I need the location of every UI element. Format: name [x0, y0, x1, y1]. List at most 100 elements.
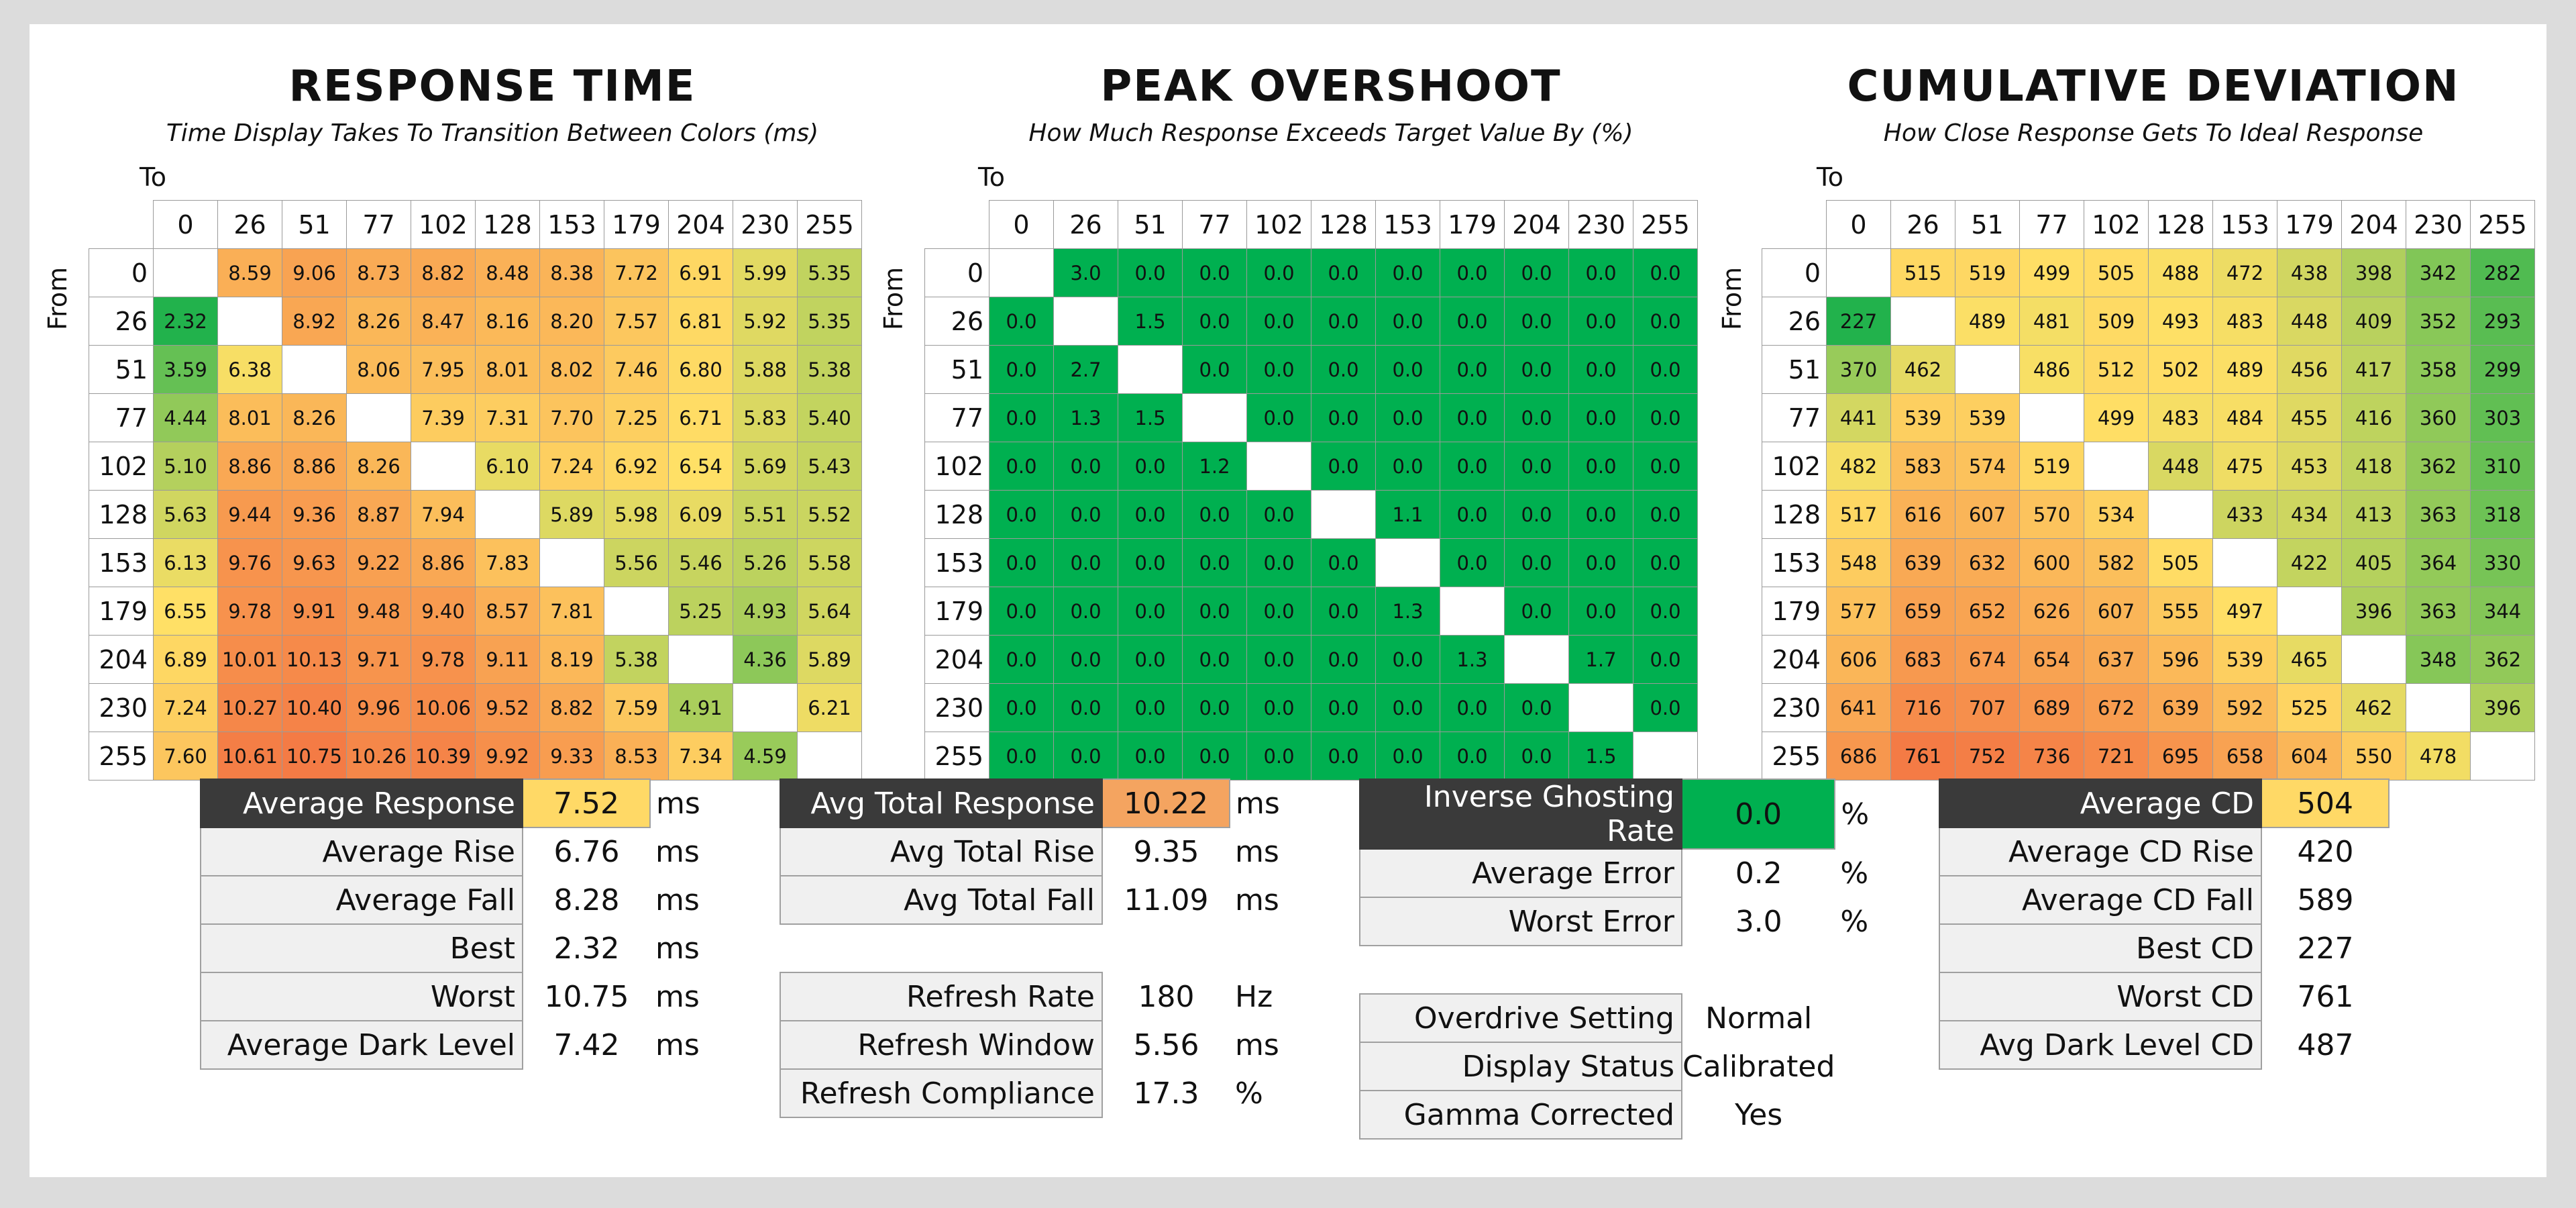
stats-value: 504 — [2261, 778, 2390, 828]
stats-label: Worst — [200, 972, 523, 1021]
diagonal-cell — [282, 345, 347, 394]
row-header: 179 — [89, 587, 154, 636]
heatmap-cell: 3.0 — [1053, 248, 1118, 297]
response-time-title: RESPONSE TIME — [288, 62, 696, 111]
diagonal-cell — [733, 683, 798, 732]
stats-value: 7.52 — [522, 778, 651, 828]
heatmap-row: 128 5.63 9.44 9.36 8.87 7.94 5.89 5.98 6.09 5.51 5… — [89, 490, 862, 539]
column-header: 0 — [1826, 200, 1891, 249]
heatmap-cell: 344 — [2470, 587, 2535, 636]
stats-label: Average Fall — [200, 875, 523, 925]
heatmap-cell: 6.54 — [668, 442, 733, 491]
cumulative-deviation-title: CUMULATIVE DEVIATION — [1847, 62, 2460, 111]
heatmap-cell: 9.96 — [346, 683, 411, 732]
diagonal-cell — [1890, 297, 1955, 346]
diagonal-cell — [668, 635, 733, 684]
stats-unit: ms — [655, 931, 700, 966]
stats-unit — [1835, 1091, 1882, 1139]
column-header: 179 — [1440, 200, 1505, 249]
heatmap-cell: 0.0 — [1504, 442, 1569, 491]
stats-label: Gamma Corrected — [1359, 1090, 1682, 1140]
heatmap-cell: 10.27 — [217, 683, 282, 732]
column-header: 102 — [411, 200, 476, 249]
stats-unit: ms — [655, 1027, 700, 1062]
stats-grid: Avg Total Response 10.22 ms Avg Total Rise 9… — [780, 778, 1280, 1118]
stats-value: 487 — [2297, 1027, 2354, 1062]
heatmap-cell: 5.25 — [668, 587, 733, 636]
stats-unit: % — [1841, 797, 1870, 832]
heatmap-row: 51 3.59 6.38 8.06 7.95 8.01 8.02 7.46 6.80 5.88 5.… — [89, 345, 862, 394]
heatmap-cell: 736 — [2019, 732, 2084, 781]
stats-value: 11.09 — [1124, 883, 1209, 917]
stats-row: Average CD Fall 589 — [1939, 875, 2436, 925]
heatmap-cell: 7.39 — [411, 393, 476, 442]
heatmap-cell: 10.75 — [282, 732, 347, 781]
heatmap-cell: 7.57 — [604, 297, 669, 346]
heatmap-cell: 0.0 — [1182, 538, 1247, 587]
heatmap-cell: 5.83 — [733, 393, 798, 442]
heatmap-cell: 1.3 — [1375, 587, 1440, 636]
column-header: 255 — [797, 200, 862, 249]
heatmap-cell: 8.48 — [475, 248, 540, 297]
heatmap-cell: 8.20 — [539, 297, 604, 346]
heatmap-cell: 607 — [2084, 587, 2149, 636]
heatmap-cell: 0.0 — [1118, 635, 1183, 684]
diagonal-cell — [2084, 442, 2149, 491]
diagonal-cell — [1504, 635, 1569, 684]
diagonal-cell — [2019, 393, 2084, 442]
diagonal-cell — [797, 732, 862, 781]
heatmap-cell: 0.0 — [1118, 248, 1183, 297]
heatmap-row: 102 0.0 0.0 0.0 1.2 0.0 0.0 0.0 0.0 0.0 0.0 — [924, 442, 1698, 491]
heatmap-cell: 1.3 — [1053, 393, 1118, 442]
stats-row: Gamma Corrected Yes — [1359, 1090, 1882, 1140]
row-header: 26 — [89, 297, 154, 346]
heatmap-cell: 8.92 — [282, 297, 347, 346]
heatmap-cell: 9.40 — [411, 587, 476, 636]
peak-overshoot-from-label: From — [879, 266, 908, 330]
stats-value: 180 — [1138, 979, 1195, 1014]
heatmap-cell: 8.26 — [282, 393, 347, 442]
stats-value: 8.28 — [553, 883, 620, 917]
diagonal-cell — [2277, 587, 2342, 636]
heatmap-cell: 0.0 — [1118, 538, 1183, 587]
heatmap-cell: 0.0 — [1633, 683, 1698, 732]
heatmap-row: 255 0.0 0.0 0.0 0.0 0.0 0.0 0.0 0.0 0.0 1.5 — [924, 732, 1698, 781]
heatmap-cell: 0.0 — [1440, 393, 1505, 442]
heatmap-cell: 0.0 — [1375, 635, 1440, 684]
stats-label: Inverse Ghosting Rate — [1359, 778, 1682, 850]
heatmap-cell: 0.0 — [1053, 442, 1118, 491]
heatmap-cell: 0.0 — [989, 635, 1054, 684]
row-header: 77 — [1762, 393, 1827, 442]
heatmap-cell: 1.3 — [1440, 635, 1505, 684]
heatmap-cell: 0.0 — [1182, 248, 1247, 297]
diagonal-cell — [1182, 393, 1247, 442]
stats-value: 7.42 — [553, 1027, 620, 1062]
heatmap-cell: 455 — [2277, 393, 2342, 442]
heatmap-cell: 0.0 — [1568, 538, 1633, 587]
heatmap-cell: 8.87 — [346, 490, 411, 539]
heatmap-cell: 10.06 — [411, 683, 476, 732]
heatmap-cell: 293 — [2470, 297, 2535, 346]
stats-value: 6.76 — [553, 835, 620, 869]
row-header: 128 — [924, 490, 989, 539]
column-header: 77 — [346, 200, 411, 249]
heatmap-cell: 689 — [2019, 683, 2084, 732]
heatmap-cell: 0.0 — [989, 538, 1054, 587]
heatmap-cell: 0.0 — [1375, 248, 1440, 297]
heatmap-cell: 596 — [2148, 635, 2213, 684]
heatmap-cell: 0.0 — [1311, 732, 1376, 781]
heatmap-cell: 0.0 — [1311, 248, 1376, 297]
stats-unit: ms — [655, 834, 700, 869]
heatmap-row: 26 227 489 481 509 493 483 448 409 352 293 — [1762, 297, 2535, 346]
heatmap-cell: 539 — [1955, 393, 2020, 442]
stats-row: Refresh Compliance 17.3% — [780, 1068, 1280, 1118]
heatmap-row: 153 548 639 632 600 582 505 422 405 364 330 — [1762, 538, 2535, 587]
diagonal-cell — [2212, 538, 2277, 587]
heatmap-cell: 7.25 — [604, 393, 669, 442]
heatmap-cell: 8.47 — [411, 297, 476, 346]
heatmap-cell: 484 — [2212, 393, 2277, 442]
heatmap-cell: 6.21 — [797, 683, 862, 732]
peak-overshoot-subtitle: How Much Response Exceeds Target Value B… — [1028, 119, 1633, 147]
heatmap-cell: 5.99 — [733, 248, 798, 297]
stats-unit — [2389, 1021, 2436, 1069]
